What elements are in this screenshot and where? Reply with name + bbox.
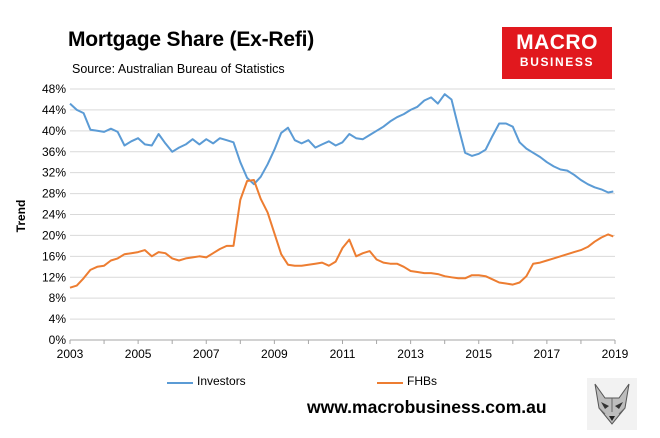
y-tick-label: 24%	[42, 208, 66, 222]
axes	[69, 339, 616, 344]
x-tick-label: 2013	[397, 347, 424, 361]
logo-sub-text: BUSINESS	[519, 55, 595, 69]
chart-title: Mortgage Share (Ex-Refi)	[68, 28, 315, 51]
y-tick-label: 16%	[42, 249, 66, 263]
legend-label-fhbs: FHBs	[407, 374, 437, 388]
x-tick-label: 2019	[602, 347, 629, 361]
y-tick-label: 36%	[42, 145, 66, 159]
series-line-fhbs	[69, 179, 614, 289]
macrobusiness-logo: MACRO BUSINESS	[502, 27, 612, 79]
x-tick-label: 2015	[465, 347, 492, 361]
y-tick-label: 0%	[49, 333, 67, 347]
fox-mascot-icon	[587, 378, 637, 430]
legend-swatch-fhbs	[377, 382, 403, 384]
x-tick-label: 2009	[261, 347, 288, 361]
x-tick-label: 2011	[330, 347, 356, 361]
series-lines	[69, 93, 614, 289]
gridlines	[70, 88, 615, 341]
y-tick-label: 20%	[42, 228, 66, 242]
y-tick-label: 48%	[42, 82, 66, 96]
y-tick-label: 28%	[42, 187, 66, 201]
x-tick-label: 2017	[534, 347, 561, 361]
y-tick-label: 40%	[42, 124, 66, 138]
x-tick-label: 2003	[57, 347, 84, 361]
chart-source: Source: Australian Bureau of Statistics	[72, 62, 285, 76]
x-tick-label: 2005	[125, 347, 152, 361]
x-tick-label: 2007	[193, 347, 220, 361]
legend-swatch-investors	[167, 382, 193, 384]
y-tick-label: 12%	[42, 270, 66, 284]
y-tick-label: 8%	[49, 291, 67, 305]
legend-label-investors: Investors	[197, 374, 246, 388]
y-tick-label: 4%	[49, 312, 67, 326]
y-tick-label: 44%	[42, 103, 66, 117]
tick-labels: 0% 4% 8% 12% 16% 20% 24% 28% 32% 36% 40% 44% 48% 2003…	[42, 82, 629, 361]
series-line-investors	[69, 93, 614, 194]
footer-url: www.macrobusiness.com.au	[307, 397, 547, 417]
y-axis-label: Trend	[14, 200, 28, 233]
logo-main-text: MACRO	[516, 31, 598, 54]
y-tick-label: 32%	[42, 166, 66, 180]
